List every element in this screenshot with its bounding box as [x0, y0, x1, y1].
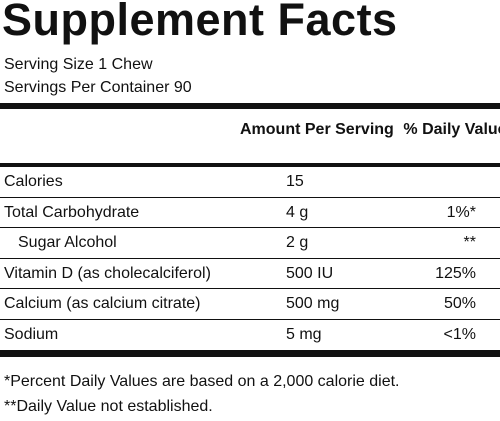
row-rule	[0, 288, 500, 289]
row-rule	[0, 227, 500, 228]
daily-value: <1%	[443, 325, 476, 343]
daily-value: **	[463, 234, 476, 251]
nutrient-name: Calcium (as calcium citrate)	[4, 295, 201, 312]
label-title: Supplement Facts	[2, 0, 398, 45]
nutrient-name: Sodium	[4, 325, 59, 343]
nutrient-name: Total Carbohydrate	[4, 203, 140, 221]
amount: 5 mg	[286, 325, 322, 343]
thick-rule	[0, 350, 500, 357]
amount: 500 IU	[286, 264, 334, 282]
nutrient-name: Vitamin D (as cholecalciferol)	[4, 264, 211, 282]
footnote: **Daily Value not established.	[4, 398, 213, 415]
nutrient-name: Calories	[4, 173, 63, 190]
thick-rule	[0, 103, 500, 109]
row-rule	[0, 318, 500, 320]
footnote: *Percent Daily Values are based on a 2,0…	[4, 373, 400, 390]
servings-per-container: Servings Per Container 90	[4, 79, 192, 96]
amount: 500 mg	[286, 295, 340, 312]
amount: 2 g	[286, 234, 309, 251]
column-header: % Daily Value	[403, 121, 500, 138]
thick-rule	[0, 163, 500, 167]
serving-size: Serving Size 1 Chew	[4, 56, 153, 73]
row-rule	[0, 196, 500, 198]
amount: 15	[286, 173, 304, 190]
daily-value: 125%	[435, 264, 476, 282]
daily-value: 50%	[443, 295, 476, 312]
nutrient-name: Sugar Alcohol	[18, 234, 117, 251]
row-rule	[0, 257, 500, 259]
column-header: Amount Per Serving	[240, 121, 394, 138]
daily-value: 1%*	[446, 203, 476, 221]
amount: 4 g	[286, 203, 309, 221]
